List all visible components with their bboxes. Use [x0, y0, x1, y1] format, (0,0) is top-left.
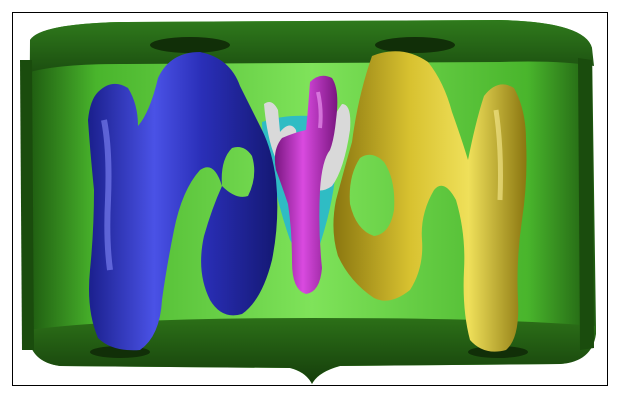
left-structure [88, 52, 278, 351]
top-left-opening [150, 37, 230, 53]
right-structure [333, 51, 527, 352]
top-right-opening [375, 37, 455, 53]
center-structure [274, 75, 338, 294]
